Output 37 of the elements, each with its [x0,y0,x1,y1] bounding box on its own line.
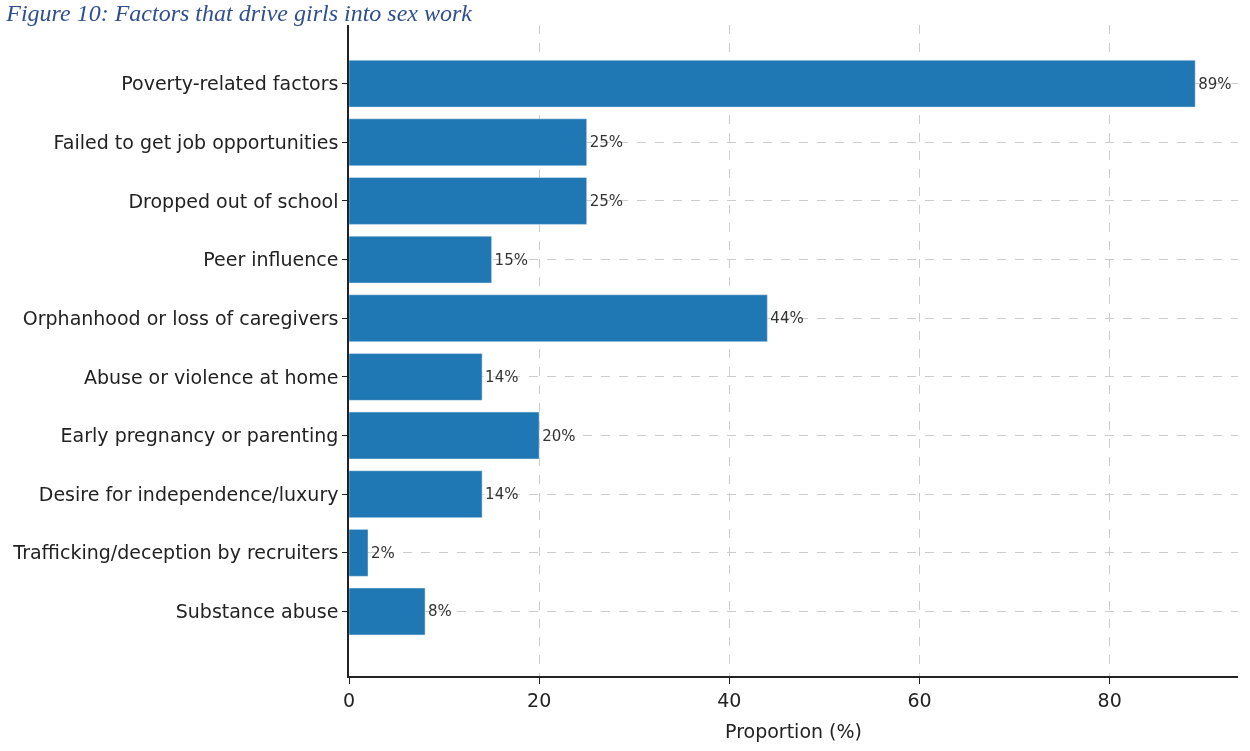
x-tick-label: 20 [527,688,552,711]
y-tick-label: Trafficking/deception by recruiters [12,541,339,564]
x-tick-label: 40 [717,688,742,711]
y-tick-label: Dropped out of school [128,189,339,212]
data-label: 25% [589,191,624,210]
bar [349,470,483,518]
data-label: 2% [371,543,395,562]
bar [349,529,369,577]
data-label: 25% [589,133,624,152]
x-tick-label: 80 [1097,688,1122,711]
data-label: 89% [1198,74,1232,93]
bar [349,177,587,225]
chart-title: Figure 10: Factors that drive girls into sex work [5,0,473,26]
data-label: 15% [494,250,528,269]
x-tick-label: 60 [907,688,932,711]
bar [349,587,426,636]
x-axis-title: Proportion (%) [725,719,862,742]
bar [349,118,587,167]
bar [349,411,540,460]
data-label: 14% [485,367,519,386]
y-tick-label: Failed to get job opportunities [53,130,339,153]
y-tick-label: Peer influence [203,248,339,271]
y-tick-label: Poverty-related factors [121,72,339,95]
bar [349,59,1196,108]
data-label: 14% [485,485,519,504]
y-tick-label: Substance abuse [175,600,339,623]
y-tick-label: Abuse or violence at home [83,365,339,388]
y-tick-label: Early pregnancy or parenting [60,424,339,447]
y-tick-label: Orphanhood or loss of caregivers [22,306,339,329]
bar [349,294,768,342]
bar [349,353,483,401]
bar [349,235,492,284]
x-tick-label: 0 [342,688,356,711]
data-label: 8% [428,602,452,621]
data-label: 20% [542,426,576,445]
y-tick-label: Desire for independence/luxury [38,482,339,505]
data-label: 44% [770,309,804,328]
